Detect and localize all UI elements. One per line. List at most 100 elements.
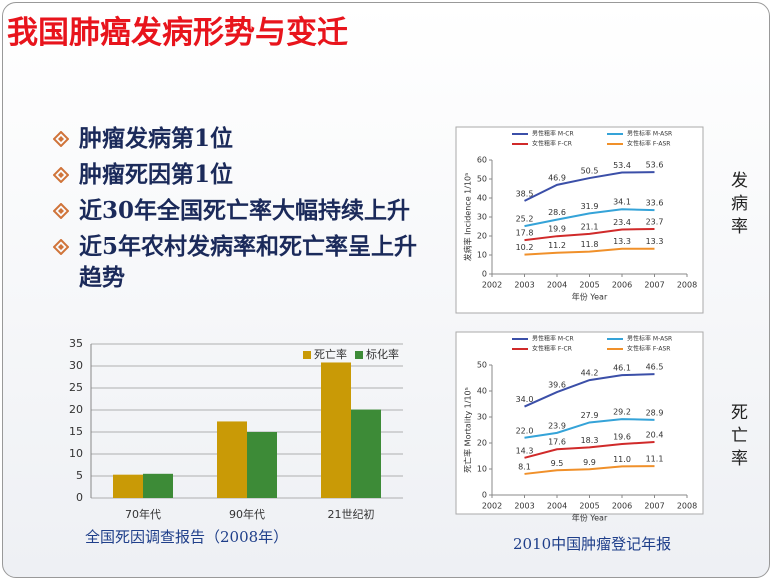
x-tick-label: 2008 <box>677 502 697 511</box>
side-label: 发病率 <box>727 171 747 240</box>
legend-label: 男性标率 M-ASR <box>627 130 672 138</box>
x-tick-label: 2005 <box>579 502 599 511</box>
x-tick-label: 2003 <box>514 281 534 290</box>
line <box>524 227 655 242</box>
data-label: 9.9 <box>583 458 596 467</box>
x-tick-label: 2005 <box>579 281 599 290</box>
bullet-icon <box>53 167 69 183</box>
x-tick-label: 90年代 <box>229 507 265 521</box>
line <box>524 171 655 202</box>
data-label: 46.1 <box>613 364 631 373</box>
bar <box>217 421 247 498</box>
line <box>524 373 655 408</box>
y-tick-label: 0 <box>482 270 487 279</box>
data-label: 11.0 <box>613 455 631 464</box>
legend-label: 男性粗率 M-CR <box>532 335 574 343</box>
data-label: 17.8 <box>516 229 534 238</box>
data-label: 20.4 <box>646 430 664 439</box>
data-label: 27.9 <box>581 411 599 420</box>
x-tick-label: 2004 <box>547 502 567 511</box>
data-label: 11.1 <box>646 455 664 464</box>
y-tick-label: 40 <box>477 387 487 396</box>
bullet-text: 近30年全国死亡率大幅持续上升 <box>79 197 411 224</box>
bullet-text: 近5年农村发病率和死亡率呈上升趋势 <box>79 233 418 291</box>
x-axis-label: 年份 Year <box>572 292 608 302</box>
y-tick-label: 15 <box>69 425 83 438</box>
x-axis-label: 年份 Year <box>572 513 608 523</box>
y-tick-label: 60 <box>477 156 487 165</box>
y-tick-label: 40 <box>477 194 487 203</box>
y-tick-label: 50 <box>477 361 487 370</box>
y-tick-label: 10 <box>69 447 83 460</box>
source-note: 2010中国肿瘤登记年报 <box>513 535 672 553</box>
y-tick-label: 20 <box>477 232 487 241</box>
side-label: 死亡率 <box>727 403 747 472</box>
x-tick-label: 2007 <box>644 281 664 290</box>
data-label: 44.2 <box>581 369 599 378</box>
charts: 0 5 10 15 20 25 30 35 70年代 90年代 21世纪初 死亡率 标化率 0 10 20 30… <box>69 126 704 523</box>
x-tick-label: 2006 <box>612 502 632 511</box>
y-tick-label: 0 <box>76 491 83 504</box>
y-tick-label: 30 <box>69 359 83 372</box>
legend-label: 女性标率 F-ASR <box>627 140 670 148</box>
data-label: 34.0 <box>516 395 534 404</box>
slide-title: 我国肺癌发病形势与变迁 <box>7 15 348 51</box>
x-tick-label: 2002 <box>482 281 502 290</box>
line <box>524 247 655 256</box>
bullet-text: 肿瘤死因第1位 <box>79 161 234 188</box>
data-label: 29.2 <box>613 408 631 417</box>
legend-swatch <box>303 351 311 359</box>
data-label: 19.6 <box>613 433 631 442</box>
source-note: 全国死因调查报告（2008年） <box>85 528 289 546</box>
x-tick-label: 70年代 <box>125 507 161 521</box>
y-tick-label: 35 <box>69 337 83 350</box>
y-tick-label: 5 <box>76 469 83 482</box>
data-label: 23.9 <box>548 421 566 430</box>
bullet: 近5年农村发病率和死亡率呈上升趋势 <box>53 231 423 293</box>
bullet: 近30年全国死亡率大幅持续上升 <box>53 195 423 226</box>
y-tick-label: 30 <box>477 213 487 222</box>
legend-swatch <box>355 351 363 359</box>
data-label: 22.0 <box>516 426 534 435</box>
data-label: 50.5 <box>581 167 599 176</box>
bar <box>113 474 143 498</box>
bullet-icon <box>53 203 69 219</box>
data-label: 53.6 <box>646 161 664 170</box>
bullet: 肿瘤发病第1位 <box>53 123 423 154</box>
data-label: 13.3 <box>646 237 664 246</box>
x-tick-label: 21世纪初 <box>328 507 375 521</box>
data-label: 10.2 <box>516 243 534 252</box>
data-label: 31.9 <box>581 202 599 211</box>
bar <box>351 409 381 498</box>
bullet-list: 肿瘤发病第1位 肿瘤死因第1位 近30年全国死亡率大幅持续上升 近5年农村发病率… <box>53 123 423 298</box>
bullet-icon <box>53 239 69 255</box>
y-tick-label: 20 <box>477 439 487 448</box>
bullet-icon <box>53 131 69 147</box>
data-label: 9.5 <box>551 459 564 468</box>
bullet-text: 肿瘤发病第1位 <box>79 125 234 152</box>
data-label: 8.1 <box>518 462 531 471</box>
chart-frame <box>455 331 704 515</box>
y-tick-label: 0 <box>482 491 487 500</box>
legend-label: 女性粗率 F-CR <box>532 140 572 148</box>
y-tick-label: 25 <box>69 381 83 394</box>
line <box>524 465 655 475</box>
data-label: 23.7 <box>646 217 664 226</box>
data-label: 33.6 <box>646 199 664 208</box>
data-label: 14.3 <box>516 446 534 455</box>
y-tick-label: 10 <box>477 465 487 474</box>
data-label: 21.1 <box>581 222 599 231</box>
data-label: 11.2 <box>548 241 566 250</box>
data-label: 46.9 <box>548 173 566 182</box>
x-tick-label: 2007 <box>644 502 664 511</box>
data-label: 25.2 <box>516 215 534 224</box>
data-label: 19.9 <box>548 225 566 234</box>
data-label: 23.4 <box>613 218 631 227</box>
data-label: 46.5 <box>646 363 664 372</box>
legend-label: 女性标率 F-ASR <box>627 345 670 353</box>
legend-label: 标化率 <box>366 347 399 361</box>
bar <box>321 362 351 498</box>
line <box>524 418 655 439</box>
y-tick-label: 30 <box>477 413 487 422</box>
data-label: 13.3 <box>613 237 631 246</box>
